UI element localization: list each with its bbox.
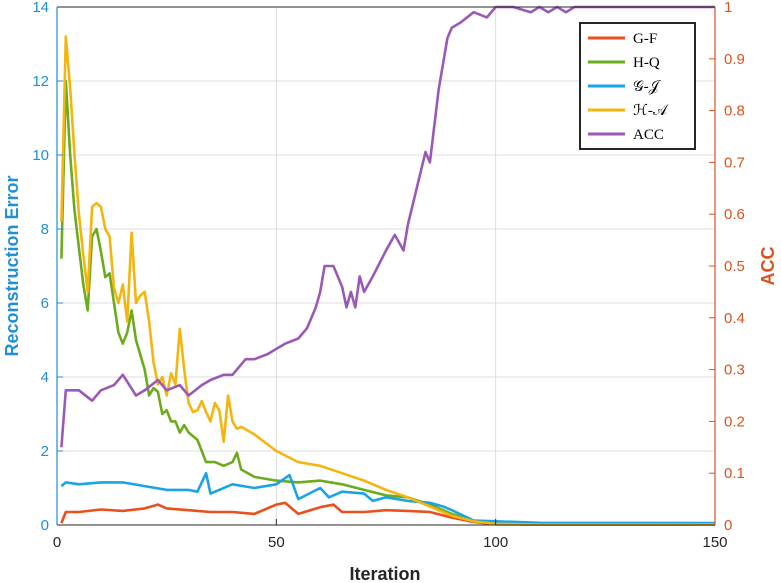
series-line-h-q	[60, 79, 715, 526]
y-left-axis-label: Reconstruction Error	[2, 175, 22, 356]
y-right-tick-label: 0.4	[724, 310, 745, 327]
series-line--	[60, 35, 715, 526]
y-right-axis-label: ACC	[758, 247, 778, 286]
series-line--	[60, 471, 716, 525]
series-lines	[60, 5, 716, 526]
y-right-tick-label: 0.5	[724, 258, 745, 275]
legend-entry-label: H-Q	[633, 55, 660, 71]
y-left-tick-label: 8	[41, 221, 49, 238]
y-right-tick-label: 0.6	[724, 206, 745, 223]
x-axis-label: Iteration	[349, 564, 420, 583]
y-right-tick-label: 0	[724, 517, 732, 534]
legend-entry-label: ACC	[633, 127, 664, 143]
x-tick-label: 150	[702, 534, 727, 551]
y-left-tick-label: 2	[41, 443, 49, 460]
y-left-tick-label: 6	[41, 295, 49, 312]
axes	[56, 6, 716, 526]
x-tick-label: 50	[268, 534, 285, 551]
legend: G-F H-Q 𝒢-𝒥 ℋ-𝒜 ACC	[579, 22, 696, 150]
y-right-tick-label: 0.2	[724, 413, 745, 430]
y-left-tick-label: 12	[32, 73, 49, 90]
y-left-tick-label: 10	[32, 147, 49, 164]
legend-entry-label: 𝒢-𝒥	[633, 79, 662, 95]
y-right-tick-label: 1	[724, 0, 732, 16]
y-right-tick-label: 0.3	[724, 362, 745, 379]
y-left-tick-label: 0	[41, 517, 49, 534]
tick-labels: 0 50 100 1500246810121400.10.20.30.40.50.60…	[32, 0, 745, 551]
legend-entry-label: G-F	[633, 31, 657, 47]
x-tick-label: 0	[53, 534, 61, 551]
y-left-tick-label: 14	[32, 0, 49, 16]
x-tick-label: 100	[483, 534, 508, 551]
y-right-tick-label: 0.8	[724, 103, 745, 120]
y-left-tick-label: 4	[41, 369, 49, 386]
legend-entry-label: ℋ-𝒜	[633, 103, 669, 119]
y-right-tick-label: 0.9	[724, 51, 745, 68]
y-right-tick-label: 0.7	[724, 154, 745, 171]
y-right-tick-label: 0.1	[724, 465, 745, 482]
